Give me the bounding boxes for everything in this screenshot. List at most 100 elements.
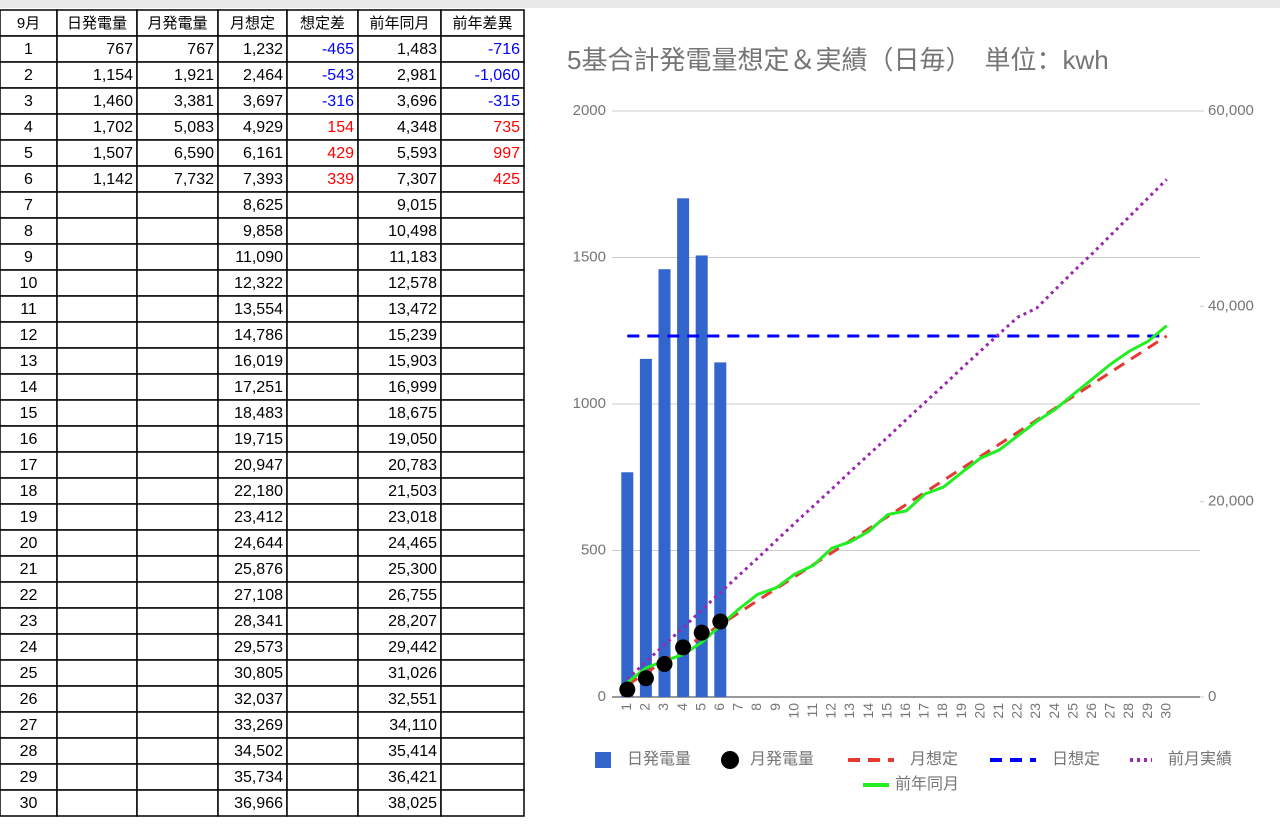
cell (56, 295, 138, 323)
dot (656, 655, 673, 672)
cell-text: 154 (327, 119, 354, 136)
cell (56, 607, 138, 635)
x-tick-label: 22 (1009, 703, 1025, 719)
x-tick-label: 30 (1157, 703, 1173, 719)
cell (136, 763, 219, 791)
cell (56, 503, 138, 531)
cell-text: 13,554 (234, 301, 283, 318)
cell (286, 191, 359, 219)
cell-text: 31,026 (388, 665, 437, 682)
y2-tick-label: 20,000 (1208, 493, 1254, 510)
cell (136, 425, 219, 453)
x-tick-label: 9 (767, 703, 783, 711)
cell (136, 399, 219, 427)
cell (136, 685, 219, 713)
cell-text: 19 (20, 509, 38, 526)
cell (217, 555, 288, 583)
x-tick-label: 14 (860, 703, 876, 719)
cell-text: 9,858 (243, 223, 283, 240)
cell (357, 191, 442, 219)
x-tick-label: 1 (618, 703, 634, 711)
x-tick-label: 15 (878, 703, 894, 719)
cell (217, 607, 288, 635)
cell (217, 425, 288, 453)
cell (357, 581, 442, 609)
cell-text: 23,018 (388, 509, 437, 526)
cell-text: 7,393 (243, 171, 283, 188)
y-tick-label: 1000 (573, 395, 606, 412)
cell (357, 87, 442, 115)
cell (56, 373, 138, 401)
x-tick-label: 12 (823, 703, 839, 719)
x-tick-label: 13 (841, 703, 857, 719)
cell (217, 113, 288, 141)
y-tick-label: 2000 (573, 102, 606, 119)
header-cell: 月想定 (230, 15, 275, 32)
chart-title: 5基合計発電量想定＆実績（日毎） 単位：kwh (567, 45, 1109, 75)
cell (217, 87, 288, 115)
x-tick-label: 3 (655, 703, 671, 711)
cell (217, 139, 288, 167)
cell (286, 607, 359, 635)
cell-text: 9,015 (397, 197, 437, 214)
cell (0, 35, 58, 63)
cell (56, 191, 138, 219)
cell (136, 529, 219, 557)
cell-text: 1,232 (243, 41, 283, 58)
x-tick-label: 8 (748, 703, 764, 711)
cell-text: 7,307 (397, 171, 437, 188)
cell (440, 711, 525, 739)
cell (56, 529, 138, 557)
cell-text: 11,090 (235, 249, 283, 266)
cell (136, 711, 219, 739)
cell (440, 113, 525, 141)
cell (357, 659, 442, 687)
cell (286, 399, 359, 427)
cell-text: 12,578 (388, 275, 437, 292)
cell (286, 87, 359, 115)
cell-text: 30,805 (234, 665, 283, 682)
cell-text: 1,483 (397, 41, 437, 58)
cell (56, 321, 138, 349)
cell-text: 6,161 (243, 145, 283, 162)
cell (217, 685, 288, 713)
cell (357, 711, 442, 739)
cell-text: 17,251 (234, 379, 283, 396)
x-tick-label: 7 (730, 703, 746, 711)
cell-text: 2 (24, 67, 33, 84)
cell (357, 61, 442, 89)
dot (637, 670, 654, 687)
cell (440, 503, 525, 531)
cell-text: 16 (20, 431, 38, 448)
cell-text: 7 (24, 197, 33, 214)
cell (217, 477, 288, 505)
cell (440, 607, 525, 635)
cell-text: 2,981 (397, 67, 437, 84)
cell (136, 35, 219, 63)
cell (136, 347, 219, 375)
cell-text: 27,108 (234, 587, 283, 604)
bar (658, 269, 671, 697)
cell (286, 503, 359, 531)
cell-text: -316 (322, 93, 354, 110)
cell (286, 425, 359, 453)
cell (56, 711, 138, 739)
dot (712, 613, 729, 630)
cell (56, 243, 138, 271)
cell (440, 477, 525, 505)
cell-text: 2,464 (243, 67, 283, 84)
cell-text: 26 (20, 691, 38, 708)
cell (440, 659, 525, 687)
header-cell: 前年同月 (369, 15, 429, 32)
cell (136, 451, 219, 479)
cell-text: -716 (488, 41, 520, 58)
cell (440, 373, 525, 401)
cell (0, 321, 58, 349)
top-bar (0, 0, 1280, 8)
cell-text: 735 (493, 119, 520, 136)
cell (440, 347, 525, 375)
cell (136, 87, 219, 115)
cell (56, 347, 138, 375)
cell-text: 6 (24, 171, 33, 188)
cell-text: 4,348 (397, 119, 437, 136)
